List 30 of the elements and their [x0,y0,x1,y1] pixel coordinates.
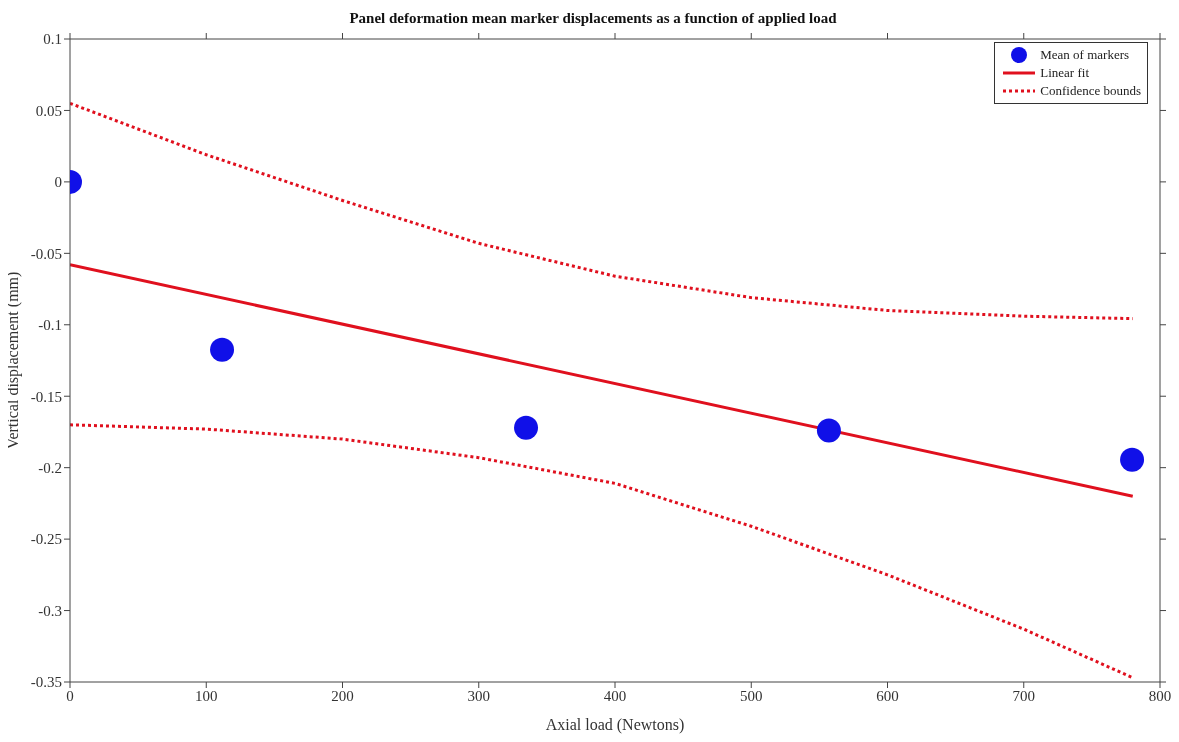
legend-label: Linear fit [1040,65,1089,81]
y-tick-label: -0.1 [38,317,62,334]
legend-label: Mean of markers [1040,47,1130,63]
y-tick-label: -0.2 [38,459,62,476]
y-tick-label: 0.05 [35,102,62,119]
y-tick-label: 0 [54,174,62,191]
x-tick-label: 300 [467,687,490,704]
x-tick-label: 700 [1012,687,1035,704]
y-tick-label: -0.35 [30,674,62,691]
point [514,415,539,440]
x-axis-title: Axial load (Newtons) [545,716,685,734]
y-tick-label: -0.3 [38,602,62,619]
x-tick-label: 500 [740,687,763,704]
x-tick-label: 400 [603,687,627,704]
legend-label: Confidence bounds [1040,83,1141,99]
chart-title: Panel deformation mean marker displacements as a function of applied load [348,10,838,27]
line-series [70,101,1135,321]
x-tick-label: 100 [195,687,218,704]
x-tick-label: 200 [331,687,354,704]
point [1120,447,1145,472]
x-tick-label: 0 [66,687,74,704]
x-tick-label: 600 [876,687,899,704]
y-tick-label: 0.1 [43,31,62,48]
line-series [70,423,1135,680]
point [816,418,841,443]
point [210,337,235,362]
y-tick-label: -0.15 [30,388,62,405]
x-tick-label: 800 [1148,687,1172,704]
y-tick-label: -0.25 [30,531,62,548]
y-tick-label: -0.05 [30,245,62,262]
